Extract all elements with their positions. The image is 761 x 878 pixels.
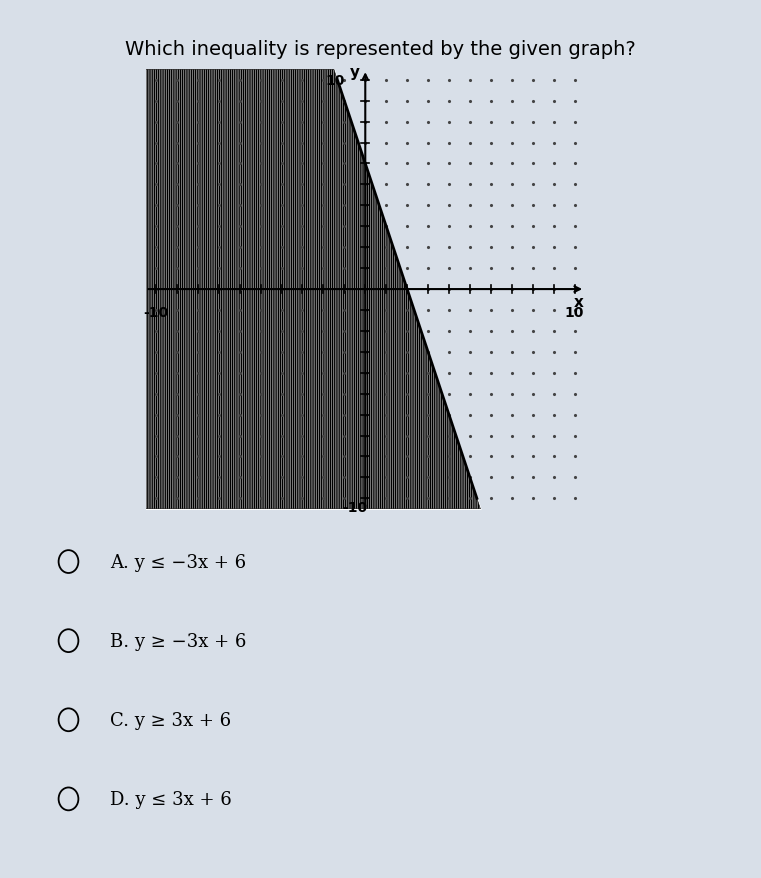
Text: x: x — [574, 294, 584, 309]
Text: 10: 10 — [565, 306, 584, 320]
Text: A. y ≤ −3x + 6: A. y ≤ −3x + 6 — [110, 553, 247, 571]
Text: -10: -10 — [342, 500, 368, 515]
Text: D. y ≤ 3x + 6: D. y ≤ 3x + 6 — [110, 790, 232, 808]
Text: Which inequality is represented by the given graph?: Which inequality is represented by the g… — [125, 40, 636, 59]
Text: -10: -10 — [143, 306, 168, 320]
Text: B. y ≥ −3x + 6: B. y ≥ −3x + 6 — [110, 632, 247, 650]
Text: C. y ≥ 3x + 6: C. y ≥ 3x + 6 — [110, 711, 231, 729]
Text: y: y — [350, 64, 360, 80]
Text: 10: 10 — [325, 74, 344, 88]
